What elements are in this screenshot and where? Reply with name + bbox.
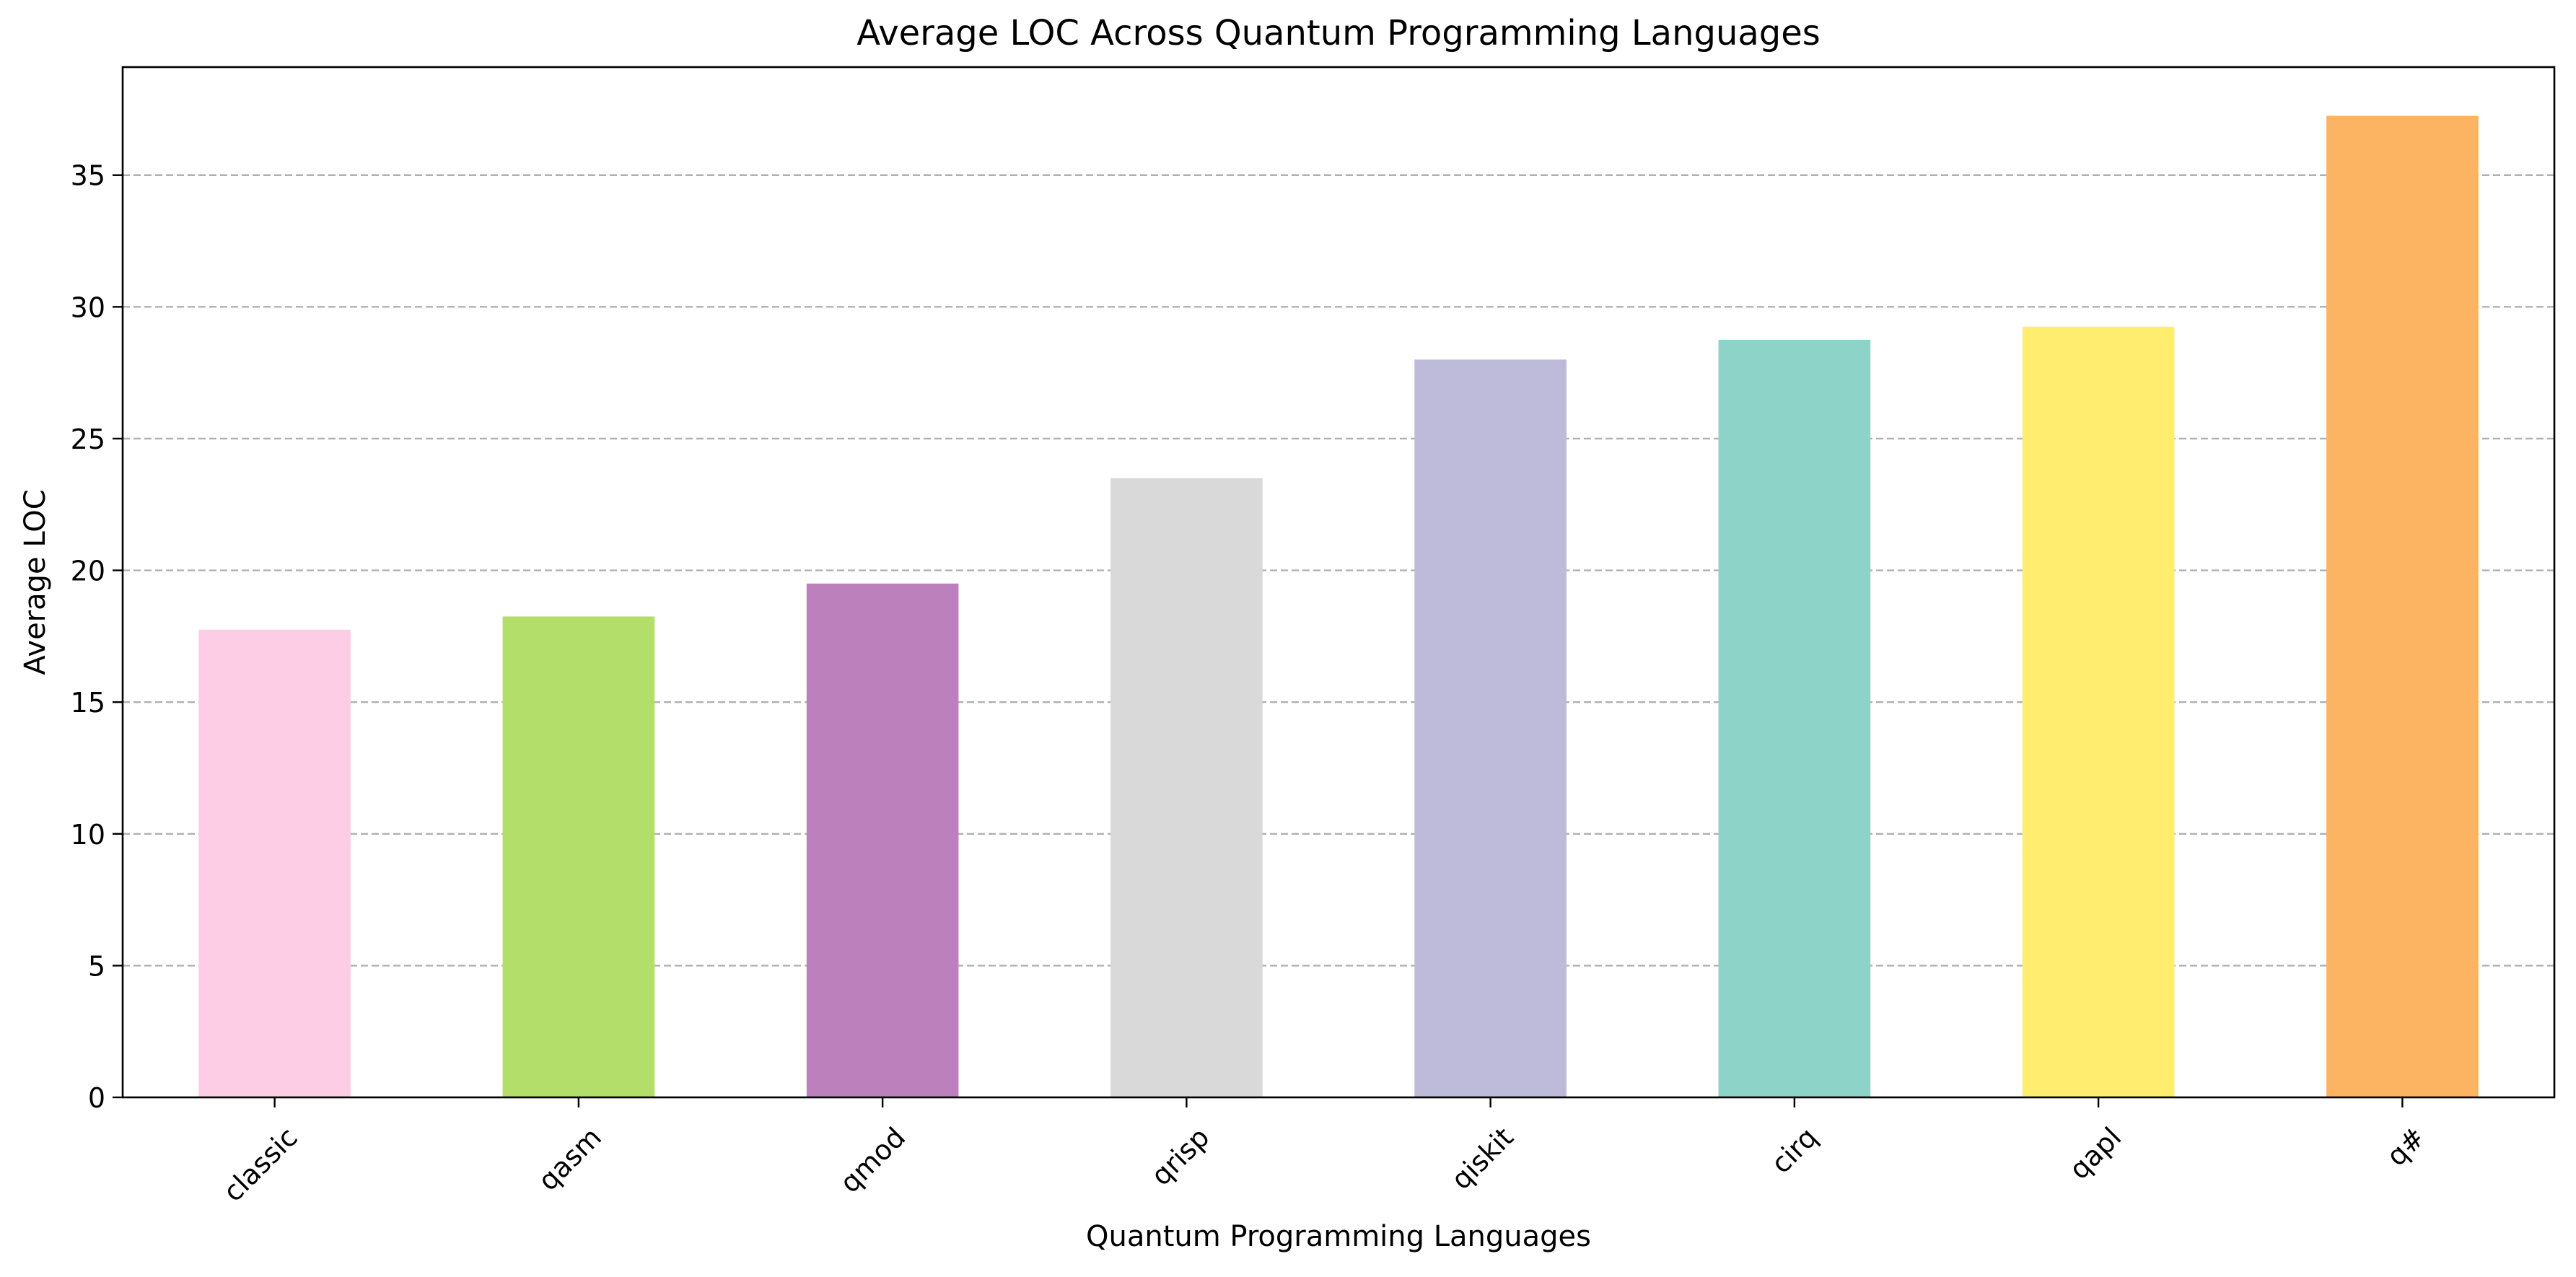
x-tick-label: classic bbox=[217, 1121, 304, 1208]
y-tick-label: 20 bbox=[71, 556, 105, 587]
x-tick-label: q# bbox=[2380, 1121, 2432, 1172]
chart-title: Average LOC Across Quantum Programming L… bbox=[857, 13, 1821, 53]
y-tick-label: 35 bbox=[71, 160, 105, 192]
y-tick-label: 0 bbox=[88, 1082, 105, 1114]
axes: classic qasm qmod qrisp qiskit cirq qapl q# 0 5 10… bbox=[71, 66, 2556, 1208]
plot-frame bbox=[121, 66, 2556, 1099]
y-tick-label: 10 bbox=[71, 819, 105, 851]
y-axis-label: Average LOC bbox=[19, 489, 52, 675]
y-tick-label: 5 bbox=[88, 950, 105, 982]
bar-qsharp bbox=[2326, 115, 2479, 1098]
x-tick-label: qasm bbox=[532, 1121, 608, 1197]
y-tick-label: 30 bbox=[71, 291, 105, 323]
bar-qasm bbox=[502, 616, 655, 1097]
x-tick-label: qmod bbox=[833, 1121, 911, 1199]
gridlines bbox=[123, 174, 2554, 967]
bar-qiskit bbox=[1414, 359, 1567, 1097]
x-axis-label: Quantum Programming Languages bbox=[1086, 1220, 1591, 1253]
bar-classic bbox=[198, 629, 351, 1097]
x-tick-label: qapl bbox=[2063, 1121, 2127, 1185]
x-tick-label: qrisp bbox=[1145, 1121, 1216, 1192]
bar-cirq bbox=[1718, 340, 1871, 1097]
bar-qapl bbox=[2022, 326, 2175, 1097]
bars bbox=[198, 115, 2479, 1098]
y-tick-label: 25 bbox=[71, 424, 105, 455]
bar-qmod bbox=[806, 583, 959, 1097]
y-tick-label: 15 bbox=[71, 687, 105, 719]
x-tick-label: cirq bbox=[1765, 1121, 1823, 1180]
bar-qrisp bbox=[1110, 478, 1263, 1097]
x-tick-label: qiskit bbox=[1445, 1121, 1520, 1195]
